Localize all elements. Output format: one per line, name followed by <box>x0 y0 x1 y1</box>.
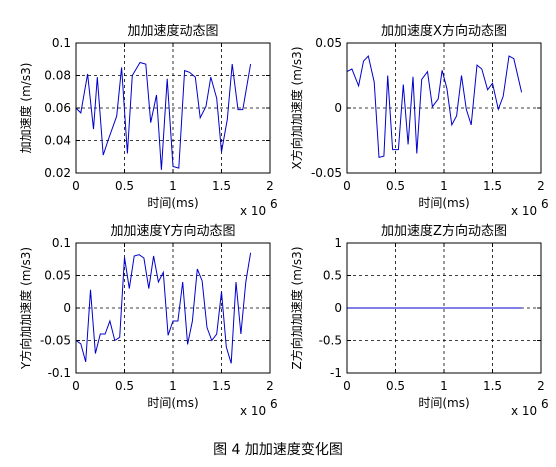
x-tick-label: 1 <box>169 379 177 393</box>
x-tick-label: 2 <box>537 179 545 193</box>
figure-caption: 图 4 加加速度变化图 <box>213 442 343 458</box>
axes-box <box>75 42 271 174</box>
chart-title: 加加速度Z方向动态图 <box>381 223 507 239</box>
axes-box <box>346 42 542 174</box>
y-tick-label: 0 <box>334 301 342 315</box>
x-tick-label: 0.5 <box>386 379 405 393</box>
y-tick-label: -0.1 <box>48 366 71 380</box>
y-tick-label: 0.04 <box>44 134 71 148</box>
axes-box <box>346 242 542 374</box>
x-tick-label: 0 <box>343 379 351 393</box>
chart-title: 加加速度动态图 <box>127 23 218 39</box>
chart-panel-1: 0 0.5 1 1.5 2 0.02 0.04 0.06 0.08 0.1 加加速度动态图时间(ms… <box>18 23 278 218</box>
x-tick-label: 0.5 <box>386 179 405 193</box>
x-tick-label: 0 <box>343 179 351 193</box>
x-tick-label: 1 <box>169 179 177 193</box>
y-tick-label: -0.5 <box>319 334 342 348</box>
x-tick-label: 0.5 <box>115 179 134 193</box>
x-multiplier-exponent: 6 <box>270 197 278 211</box>
x-multiplier-exponent: 6 <box>541 397 549 411</box>
x-multiplier-exponent: 6 <box>270 397 278 411</box>
y-axis-label: Y方向加加速度 (m/s3) <box>18 247 33 370</box>
y-tick-label: 0.1 <box>52 36 71 50</box>
x-tick-label: 1 <box>440 179 448 193</box>
y-tick-label: 0.02 <box>44 166 71 180</box>
x-multiplier-label: x 10 <box>511 204 537 218</box>
figure-canvas: 0 0.5 1 1.5 20.020.040.060.080.1加加速度动态图时间(ms… <box>18 23 549 418</box>
y-tick-label: 0.1 <box>52 236 71 250</box>
x-tick-label: 0.5 <box>115 379 134 393</box>
x-tick-label: 0 <box>72 179 80 193</box>
x-axis-label: 时间(ms) <box>418 196 469 210</box>
y-tick-label: 0.05 <box>44 269 71 283</box>
chart-panel-3: 0 0.5 1 1.5 2 -0.1 -0.05 0 0.05 0.1 加加速度Y方向动态图时间(m… <box>18 223 278 418</box>
series-line-1 <box>75 252 252 364</box>
series-line-1 <box>75 61 252 170</box>
x-tick-label: 1.5 <box>483 179 502 193</box>
x-multiplier-label: x 10 <box>511 404 537 418</box>
y-tick-label: 0.08 <box>44 69 71 83</box>
y-tick-label: 0 <box>63 301 71 315</box>
x-axis-label: 时间(ms) <box>147 196 198 210</box>
x-tick-label: 2 <box>266 379 274 393</box>
y-tick-label: 0.06 <box>44 101 71 115</box>
x-multiplier-label: x 10 <box>240 204 266 218</box>
y-tick-label: -1 <box>330 366 342 380</box>
y-axis-label: Z方向加加速度 (m/s3) <box>289 246 304 369</box>
x-axis-label: 时间(ms) <box>418 396 469 410</box>
x-multiplier-label: x 10 <box>240 404 266 418</box>
x-tick-label: 1.5 <box>483 379 502 393</box>
x-tick-label: 1.5 <box>212 179 231 193</box>
x-tick-label: 2 <box>266 179 274 193</box>
x-tick-label: 2 <box>537 379 545 393</box>
chart-title: 加加速度Y方向动态图 <box>111 223 236 239</box>
y-axis-label: X方向加加速度 (m/s3) <box>289 46 304 169</box>
y-tick-label: -0.05 <box>40 334 71 348</box>
y-tick-label: 0 <box>334 101 342 115</box>
x-tick-label: 0 <box>72 379 80 393</box>
x-multiplier-exponent: 6 <box>541 197 549 211</box>
series-line-1 <box>346 54 523 159</box>
y-tick-label: 1 <box>334 236 342 250</box>
chart-title: 加加速度X方向动态图 <box>381 23 507 39</box>
axes-box <box>75 242 271 374</box>
x-tick-label: 1.5 <box>212 379 231 393</box>
y-tick-label: 0.5 <box>323 269 342 283</box>
x-axis-label: 时间(ms) <box>147 396 198 410</box>
y-tick-label: -0.05 <box>311 166 342 180</box>
y-axis-label: 加加速度 (m/s3) <box>18 63 33 154</box>
y-tick-label: 0.05 <box>315 36 342 50</box>
x-tick-label: 1 <box>440 379 448 393</box>
